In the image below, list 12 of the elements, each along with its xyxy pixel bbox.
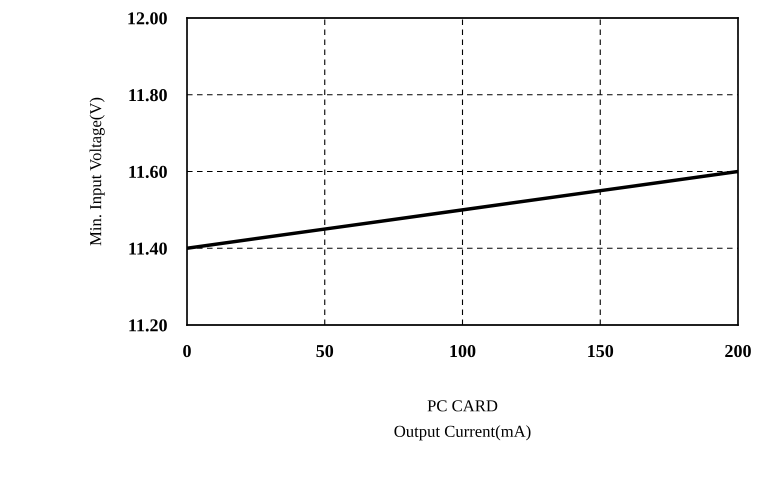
x-axis-title: PC CARD Output Current(mA) [394, 400, 531, 440]
y-tick-label: 11.20 [129, 319, 167, 332]
x-tick-label: 0 [183, 344, 191, 358]
y-tick-label: 11.80 [129, 89, 167, 102]
y-tick-label: 11.60 [129, 166, 167, 178]
y-tick-label: 12.00 [128, 12, 167, 25]
x-tick-label: 100 [450, 344, 476, 358]
y-axis-title: Min. Input Voltage(V) [90, 98, 105, 246]
x-tick-label: 150 [588, 344, 614, 358]
y-tick-label: 11.40 [129, 242, 167, 255]
x-tick-label: 200 [725, 344, 751, 358]
x-tick-label: 50 [316, 344, 334, 358]
